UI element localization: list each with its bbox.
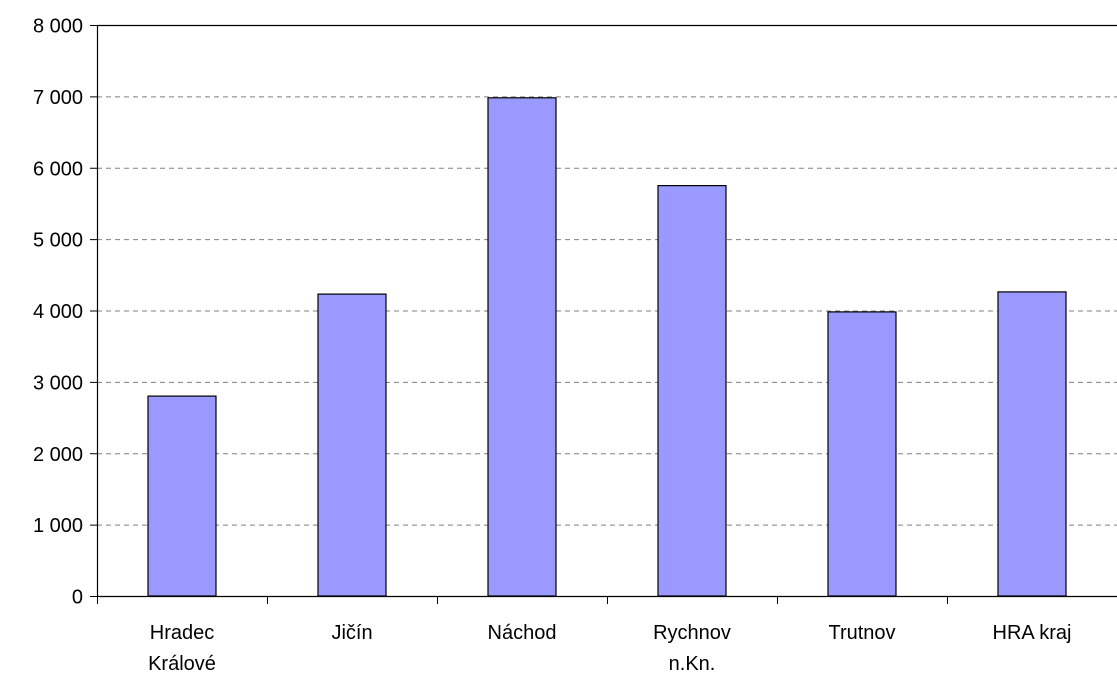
bar	[487, 97, 557, 597]
x-tick-label: Hradec Králové	[148, 622, 216, 675]
y-tick-label: 4 000	[33, 301, 83, 323]
y-tick-label: 5 000	[33, 230, 83, 252]
y-tick-label: 2 000	[33, 444, 83, 466]
gridlines	[97, 96, 1117, 526]
axes	[90, 24, 1117, 604]
x-tick-label: Rychnov n.Kn.	[653, 622, 731, 675]
x-tick-label-line: Králové	[148, 653, 216, 675]
labels: 0 1 000 2 000 3 000 4 000 5 000 6 000 7 000 8 00…	[33, 16, 1072, 676]
y-tick-label: 0	[72, 587, 83, 609]
y-tick-label: 7 000	[33, 87, 83, 109]
x-tick-label-line: Rychnov	[653, 622, 731, 644]
x-tick-label-line: n.Kn.	[669, 653, 716, 675]
x-tick-label-line: Hradec	[150, 622, 214, 644]
x-tick-label-line: HRA kraj	[993, 622, 1072, 644]
bar	[827, 311, 897, 597]
y-tick-label: 3 000	[33, 372, 83, 394]
x-tick-label-line: Náchod	[488, 622, 557, 644]
x-tick-label: HRA kraj	[993, 622, 1072, 644]
bar	[147, 395, 217, 597]
x-tick-label-line: Trutnov	[828, 622, 895, 644]
x-tick-label-line: Jičín	[331, 622, 372, 644]
y-tick-label: 1 000	[33, 515, 83, 537]
x-tick-label: Trutnov	[828, 622, 895, 644]
bar	[657, 185, 727, 597]
y-tick-label: 8 000	[33, 16, 83, 38]
x-tick-label: Jičín	[331, 622, 372, 644]
bar	[317, 293, 387, 597]
bar	[997, 291, 1067, 597]
bars	[147, 97, 1067, 597]
x-tick-label: Náchod	[488, 622, 557, 644]
y-tick-label: 6 000	[33, 158, 83, 180]
